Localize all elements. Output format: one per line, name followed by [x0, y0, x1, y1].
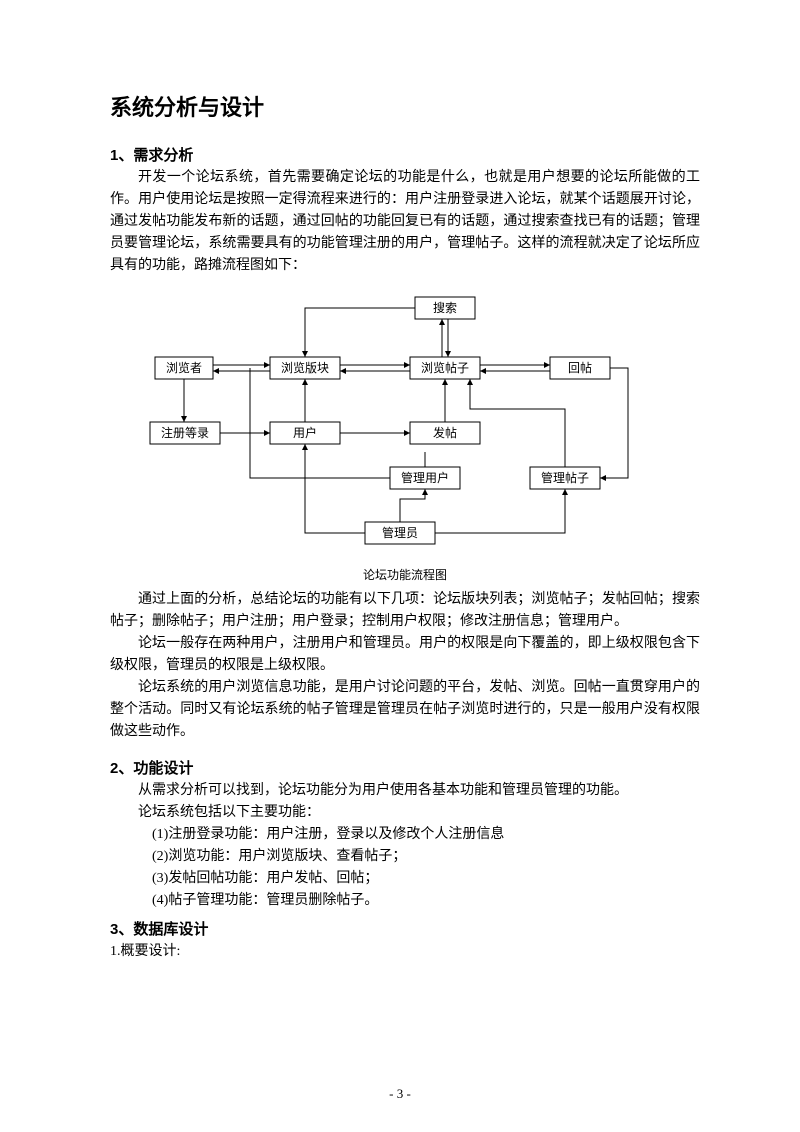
flowchart-caption: 论坛功能流程图 — [110, 566, 700, 583]
flowchart-svg: 搜索浏览者 浏览版块 浏览帖子 回帖注册等录 用户 发帖管理用户 管理帖子管理员 — [110, 287, 670, 557]
section2-item-1: (1)注册登录功能：用户注册，登录以及修改个人注册信息 — [110, 824, 700, 846]
section2-p1: 从需求分析可以找到，论坛功能分为用户使用各基本功能和管理员管理的功能。 — [110, 780, 700, 802]
section1-p3: 论坛一般存在两种用户，注册用户和管理员。用户的权限是向下覆盖的，即上级权限包含下… — [110, 633, 700, 677]
section1-p2: 通过上面的分析，总结论坛的功能有以下几项：论坛版块列表；浏览帖子；发帖回帖；搜索… — [110, 589, 700, 633]
section2-item-2: (2)浏览功能：用户浏览版块、查看帖子； — [110, 846, 700, 868]
svg-text:管理帖子: 管理帖子 — [541, 470, 589, 485]
section3-p1: 1.概要设计: — [110, 941, 700, 963]
svg-text:注册等录: 注册等录 — [161, 425, 209, 440]
section1-p4: 论坛系统的用户浏览信息功能，是用户讨论问题的平台，发帖、浏览。回帖一直贯穿用户的… — [110, 677, 700, 743]
section2-heading: 2、功能设计 — [110, 757, 700, 778]
flowchart: 搜索浏览者 浏览版块 浏览帖子 回帖注册等录 用户 发帖管理用户 管理帖子管理员 论坛功能流… — [110, 287, 700, 583]
svg-text:回帖: 回帖 — [568, 360, 592, 375]
svg-text:搜索: 搜索 — [433, 300, 457, 315]
section1-p1: 开发一个论坛系统，首先需要确定论坛的功能是什么，也就是用户想要的论坛所能做的工作… — [110, 167, 700, 277]
svg-text:浏览帖子: 浏览帖子 — [421, 360, 469, 375]
document-page: 系统分析与设计 1、需求分析 开发一个论坛系统，首先需要确定论坛的功能是什么，也… — [0, 0, 800, 1132]
section2-p2: 论坛系统包括以下主要功能： — [110, 802, 700, 824]
svg-text:管理员: 管理员 — [382, 525, 418, 540]
section2-item-3: (3)发帖回帖功能：用户发帖、回帖； — [110, 868, 700, 890]
section3-heading: 3、数据库设计 — [110, 918, 700, 939]
svg-text:管理用户: 管理用户 — [401, 470, 449, 485]
section1-heading: 1、需求分析 — [110, 144, 700, 165]
svg-text:用户: 用户 — [293, 425, 317, 440]
svg-text:浏览者: 浏览者 — [166, 360, 202, 375]
page-number: - 3 - — [0, 1086, 800, 1102]
section2-item-4: (4)帖子管理功能：管理员删除帖子。 — [110, 890, 700, 912]
svg-text:发帖: 发帖 — [433, 425, 457, 440]
svg-text:浏览版块: 浏览版块 — [281, 360, 329, 375]
page-title: 系统分析与设计 — [110, 90, 700, 122]
